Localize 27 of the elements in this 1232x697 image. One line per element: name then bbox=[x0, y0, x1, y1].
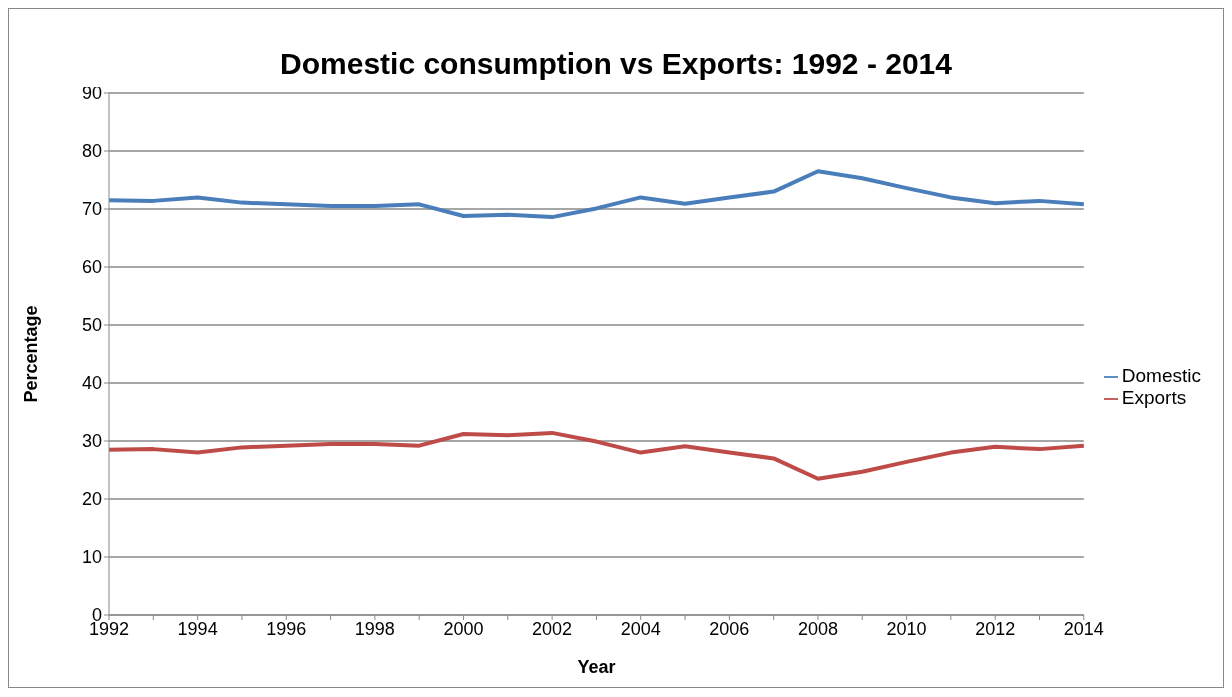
y-tick-label: 80 bbox=[81, 141, 102, 162]
x-tick-label: 2002 bbox=[532, 618, 573, 639]
x-tick-label: 1996 bbox=[266, 618, 307, 639]
x-tick-label: 1998 bbox=[354, 618, 395, 639]
x-axis-title: Year bbox=[577, 657, 616, 677]
x-tick-label: 2000 bbox=[443, 618, 484, 639]
legend-label: Domestic bbox=[1121, 365, 1201, 386]
x-tick-label: 2008 bbox=[797, 618, 838, 639]
x-tick-label: 2014 bbox=[1063, 618, 1104, 639]
legend-label: Exports bbox=[1121, 387, 1187, 408]
x-tick-label: 2004 bbox=[620, 618, 661, 639]
line-series bbox=[107, 430, 1086, 481]
y-tick-label: 70 bbox=[81, 199, 102, 220]
y-axis-title: Percentage bbox=[21, 305, 42, 403]
y-tick-label: 50 bbox=[81, 315, 102, 336]
chart-title: Domestic consumption vs Exports: 1992 - 2014 bbox=[280, 47, 952, 80]
y-tick-label: 10 bbox=[81, 547, 102, 568]
line-series bbox=[107, 169, 1086, 220]
x-tick-label: 2012 bbox=[975, 618, 1016, 639]
x-tick-label: 2010 bbox=[886, 618, 927, 639]
y-tick-label: 90 bbox=[81, 83, 102, 104]
y-tick-label: 20 bbox=[81, 489, 102, 510]
x-tick-label: 2006 bbox=[709, 618, 750, 639]
x-tick-label: 1994 bbox=[177, 618, 218, 639]
y-tick-label: 60 bbox=[81, 257, 102, 278]
y-tick-label: 30 bbox=[81, 431, 102, 452]
y-tick-label: 40 bbox=[81, 373, 102, 394]
